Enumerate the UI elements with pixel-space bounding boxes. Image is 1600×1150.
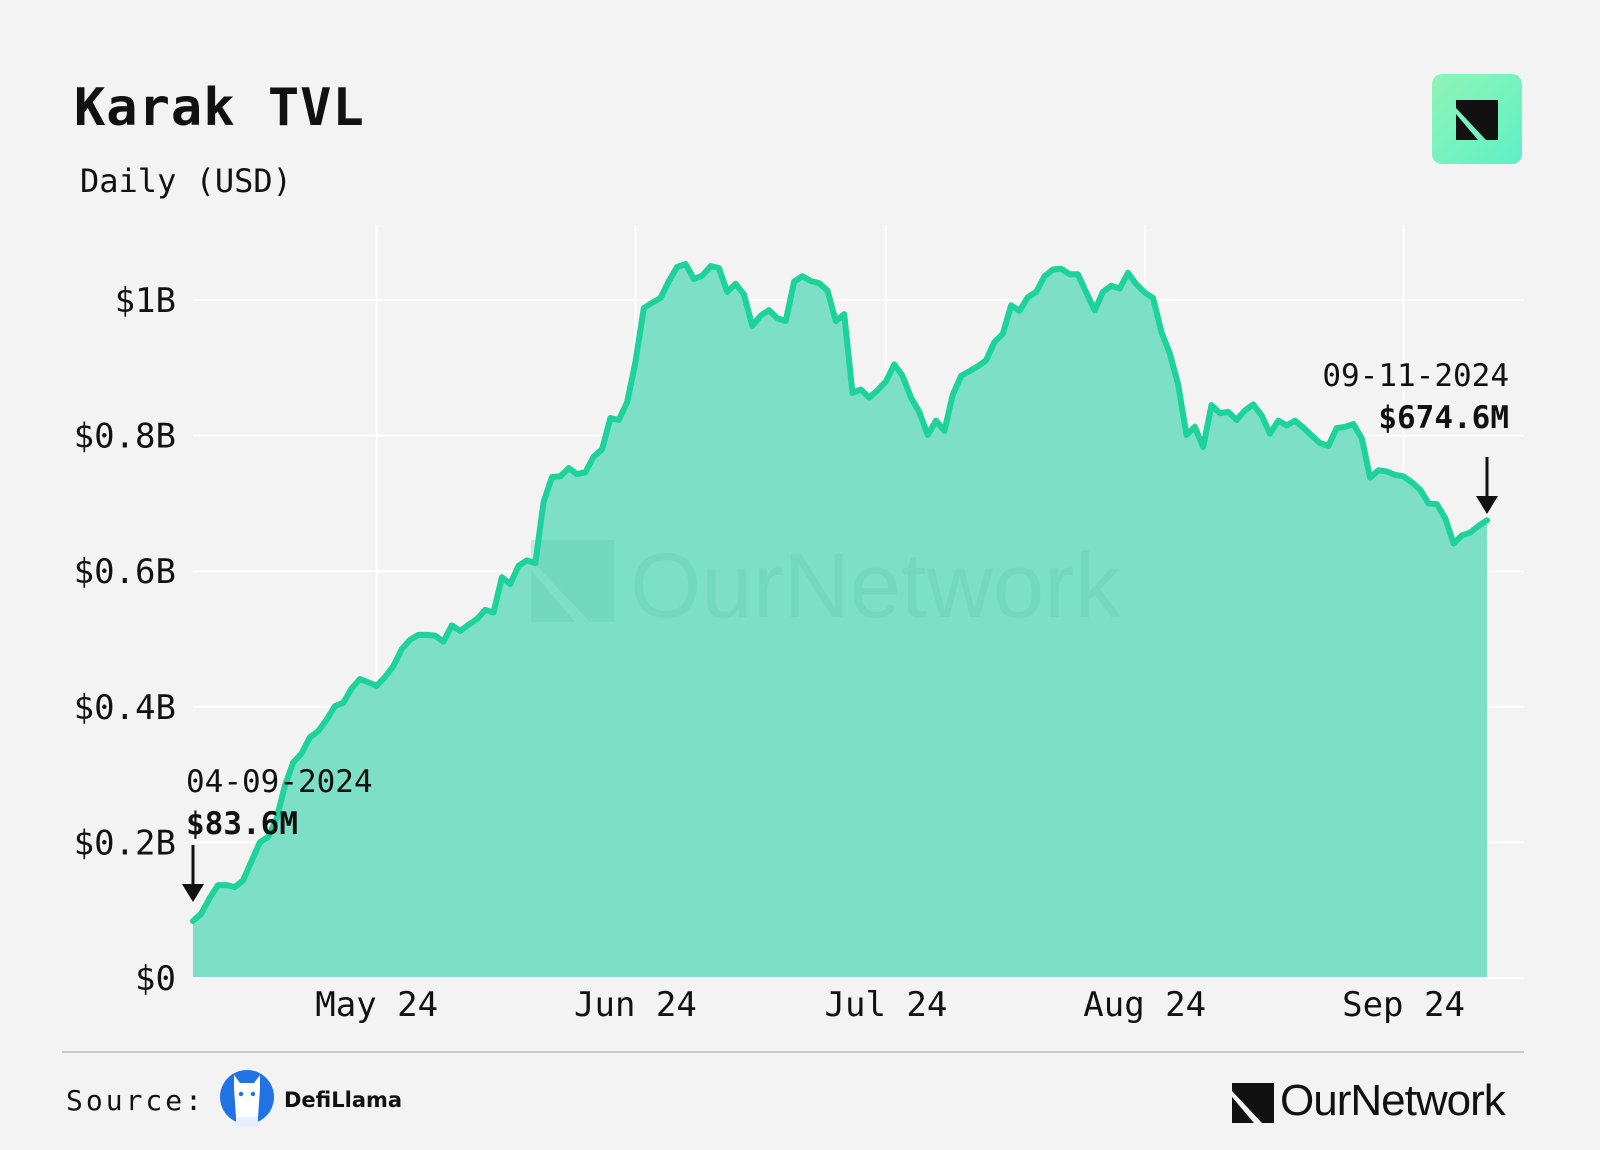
y-tick-label: $0.2B bbox=[74, 823, 176, 863]
y-tick-label: $0.6B bbox=[74, 552, 176, 592]
source-label: Source: bbox=[66, 1084, 206, 1117]
y-tick-label: $0.4B bbox=[74, 688, 176, 728]
end-annotation-date: 09-11-2024 bbox=[1322, 358, 1509, 394]
x-tick-label: Jul 24 bbox=[825, 985, 948, 1025]
y-tick-label: $1B bbox=[115, 281, 176, 321]
x-tick-label: Aug 24 bbox=[1083, 985, 1206, 1025]
watermark-mark-icon bbox=[531, 540, 614, 622]
ournetwork-watermark: OurNetwork bbox=[531, 535, 1122, 637]
tvl-line bbox=[190, 261, 1490, 924]
x-tick-label: May 24 bbox=[315, 985, 438, 1025]
y-tick-label: $0 bbox=[135, 959, 176, 999]
ournetwork-mark-icon bbox=[1456, 100, 1498, 140]
footer-divider bbox=[62, 1051, 1524, 1053]
end-annotation-value: $674.6M bbox=[1378, 400, 1509, 436]
tvl-area-fill bbox=[193, 264, 1487, 979]
chart-subtitle: Daily (USD) bbox=[80, 162, 292, 200]
start-annotation-date: 04-09-2024 bbox=[186, 764, 373, 800]
ournetwork-footer-mark-icon bbox=[1232, 1083, 1274, 1123]
watermark-mark-icon bbox=[531, 570, 575, 622]
tvl-area-chart: $0 $0.2B $0.4B $0.6B $0.8B $1B May 24 Jun 24 Jul… bbox=[74, 225, 1524, 1025]
end-annotation-arrow-head bbox=[1476, 496, 1498, 514]
start-annotation-arrow-head bbox=[182, 884, 204, 902]
ournetwork-badge-logo bbox=[1432, 74, 1522, 164]
start-annotation-value: $83.6M bbox=[186, 806, 298, 842]
chart-title: Karak TVL bbox=[74, 78, 365, 138]
source-name: DefiLlama bbox=[284, 1088, 403, 1112]
defillama-logo-icon bbox=[220, 1070, 274, 1127]
x-tick-label: Jun 24 bbox=[574, 985, 697, 1025]
brand-name: OurNetwork bbox=[1280, 1076, 1506, 1125]
watermark-text: OurNetwork bbox=[630, 535, 1122, 637]
x-tick-label: Sep 24 bbox=[1342, 985, 1465, 1025]
y-tick-label: $0.8B bbox=[74, 417, 176, 457]
